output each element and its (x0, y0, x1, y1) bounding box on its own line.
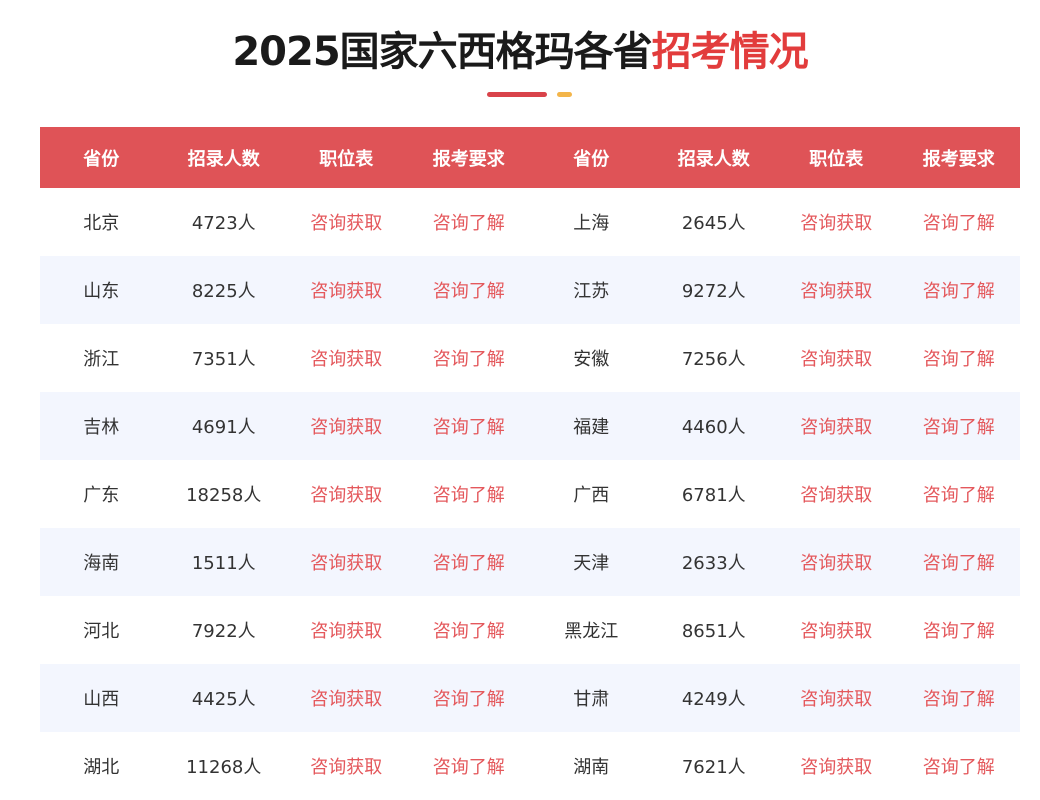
positions-link[interactable]: 咨询获取 (310, 621, 383, 642)
header-province-right: 省份 (530, 127, 653, 188)
requirements-link[interactable]: 咨询了解 (432, 757, 505, 778)
requirements-link[interactable]: 咨询了解 (922, 485, 995, 506)
positions-link[interactable]: 咨询获取 (310, 349, 383, 370)
positions-link[interactable]: 咨询获取 (310, 485, 383, 506)
table-row: 山东 8225人 咨询获取 咨询了解 江苏 9272人 咨询获取 咨询了解 (40, 256, 1020, 324)
count-cell: 11268人 (186, 757, 262, 778)
table-row: 海南 1511人 咨询获取 咨询了解 天津 2633人 咨询获取 咨询了解 (40, 528, 1020, 596)
page-title: 2025国家六西格玛各省招考情况 (0, 24, 1040, 80)
count-cell: 4723人 (191, 213, 256, 234)
province-cell: 河北 (83, 621, 120, 642)
requirements-link[interactable]: 咨询了解 (922, 213, 995, 234)
table-row: 湖北 11268人 咨询获取 咨询了解 湖南 7621人 咨询获取 咨询了解 (40, 732, 1020, 800)
table-row: 北京 4723人 咨询获取 咨询了解 上海 2645人 咨询获取 咨询了解 (40, 188, 1020, 256)
requirements-link[interactable]: 咨询了解 (407, 664, 530, 732)
province-cell: 上海 (573, 213, 610, 234)
province-cell: 天津 (530, 528, 653, 596)
title-main: 2025国家六西格玛各省 (232, 29, 652, 75)
title-underline-yellow (557, 92, 572, 97)
count-cell: 4249人 (652, 664, 775, 732)
positions-link[interactable]: 咨询获取 (800, 349, 873, 370)
province-cell: 山西 (40, 664, 163, 732)
count-cell: 4691人 (162, 392, 285, 460)
table-row: 广东 18258人 咨询获取 咨询了解 广西 6781人 咨询获取 咨询了解 (40, 460, 1020, 528)
count-cell: 1511人 (162, 528, 285, 596)
header-count-right: 招录人数 (652, 127, 775, 188)
header-requirements-right: 报考要求 (897, 127, 1020, 188)
count-cell: 9272人 (652, 256, 775, 324)
header-count-left: 招录人数 (162, 127, 285, 188)
header-requirements-left: 报考要求 (407, 127, 530, 188)
requirements-link[interactable]: 咨询了解 (407, 528, 530, 596)
province-cell: 吉林 (40, 392, 163, 460)
positions-link[interactable]: 咨询获取 (800, 757, 873, 778)
positions-link[interactable]: 咨询获取 (310, 757, 383, 778)
count-cell: 8225人 (162, 256, 285, 324)
positions-link[interactable]: 咨询获取 (800, 485, 873, 506)
title-highlight: 招考情况 (651, 29, 809, 75)
requirements-link[interactable]: 咨询了解 (432, 485, 505, 506)
province-cell: 北京 (83, 213, 120, 234)
count-cell: 7621人 (681, 757, 746, 778)
positions-link[interactable]: 咨询获取 (800, 213, 873, 234)
province-cell: 甘肃 (530, 664, 653, 732)
requirements-link[interactable]: 咨询了解 (432, 349, 505, 370)
requirements-link[interactable]: 咨询了解 (432, 621, 505, 642)
province-cell: 广西 (573, 485, 610, 506)
header-positions-left: 职位表 (285, 127, 408, 188)
positions-link[interactable]: 咨询获取 (775, 392, 898, 460)
province-cell: 湖南 (573, 757, 610, 778)
positions-link[interactable]: 咨询获取 (285, 392, 408, 460)
count-cell: 4425人 (162, 664, 285, 732)
positions-link[interactable]: 咨询获取 (800, 621, 873, 642)
positions-link[interactable]: 咨询获取 (775, 256, 898, 324)
header-positions-right: 职位表 (775, 127, 898, 188)
province-cell: 安徽 (573, 349, 610, 370)
requirements-link[interactable]: 咨询了解 (897, 528, 1020, 596)
requirements-link[interactable]: 咨询了解 (922, 621, 995, 642)
requirements-link[interactable]: 咨询了解 (897, 256, 1020, 324)
count-cell: 7922人 (191, 621, 256, 642)
province-cell: 湖北 (83, 757, 120, 778)
positions-link[interactable]: 咨询获取 (775, 528, 898, 596)
count-cell: 6781人 (681, 485, 746, 506)
count-cell: 8651人 (681, 621, 746, 642)
positions-link[interactable]: 咨询获取 (285, 528, 408, 596)
count-cell: 18258人 (186, 485, 262, 506)
count-cell: 2645人 (681, 213, 746, 234)
province-cell: 江苏 (530, 256, 653, 324)
province-cell: 海南 (40, 528, 163, 596)
requirements-link[interactable]: 咨询了解 (407, 256, 530, 324)
positions-link[interactable]: 咨询获取 (285, 664, 408, 732)
positions-link[interactable]: 咨询获取 (310, 213, 383, 234)
requirements-link[interactable]: 咨询了解 (922, 757, 995, 778)
table-row: 吉林 4691人 咨询获取 咨询了解 福建 4460人 咨询获取 咨询了解 (40, 392, 1020, 460)
province-cell: 山东 (40, 256, 163, 324)
requirements-link[interactable]: 咨询了解 (407, 392, 530, 460)
positions-link[interactable]: 咨询获取 (285, 256, 408, 324)
table-row: 河北 7922人 咨询获取 咨询了解 黑龙江 8651人 咨询获取 咨询了解 (40, 596, 1020, 664)
table-row: 浙江 7351人 咨询获取 咨询了解 安徽 7256人 咨询获取 咨询了解 (40, 324, 1020, 392)
requirements-link[interactable]: 咨询了解 (922, 349, 995, 370)
recruitment-table: 省份 招录人数 职位表 报考要求 省份 招录人数 职位表 报考要求 北京 4723人 咨询获取 咨询… (40, 127, 1020, 800)
count-cell: 7256人 (681, 349, 746, 370)
table-header: 省份 招录人数 职位表 报考要求 省份 招录人数 职位表 报考要求 (40, 127, 1020, 188)
requirements-link[interactable]: 咨询了解 (897, 392, 1020, 460)
province-cell: 黑龙江 (564, 621, 619, 642)
count-cell: 4460人 (652, 392, 775, 460)
header-province-left: 省份 (40, 127, 163, 188)
count-cell: 2633人 (652, 528, 775, 596)
requirements-link[interactable]: 咨询了解 (432, 213, 505, 234)
positions-link[interactable]: 咨询获取 (775, 664, 898, 732)
title-underline-red (487, 92, 547, 97)
province-cell: 福建 (530, 392, 653, 460)
table-row: 山西 4425人 咨询获取 咨询了解 甘肃 4249人 咨询获取 咨询了解 (40, 664, 1020, 732)
requirements-link[interactable]: 咨询了解 (897, 664, 1020, 732)
province-cell: 浙江 (83, 349, 120, 370)
province-cell: 广东 (83, 485, 120, 506)
count-cell: 7351人 (191, 349, 256, 370)
